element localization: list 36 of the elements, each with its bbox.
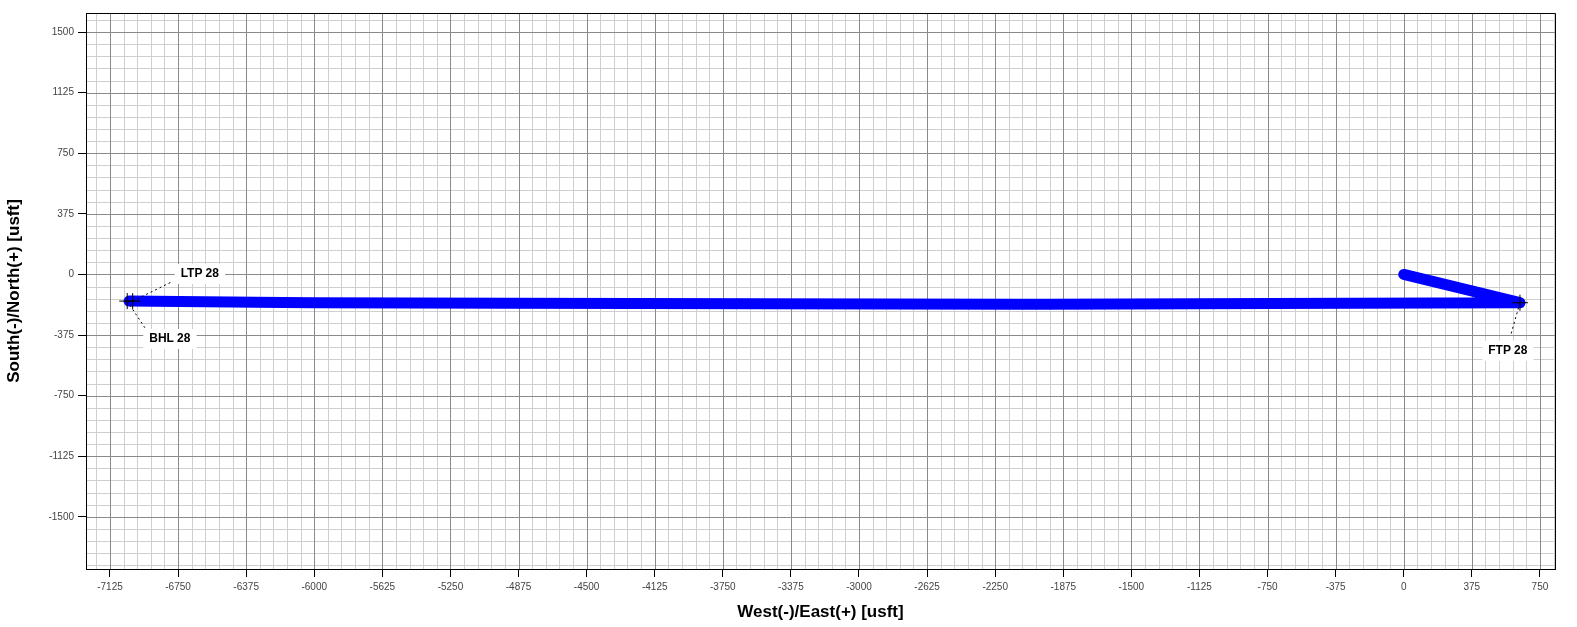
- x-tick-label: -6375: [233, 580, 260, 592]
- x-tick-label: -1500: [1118, 580, 1145, 592]
- y-tick-label: 750: [57, 147, 75, 158]
- x-tick-label: -5250: [437, 580, 464, 592]
- x-tick-label: -4125: [641, 580, 668, 592]
- y-axis-title: South(-)/North(+) [usft]: [3, 199, 23, 383]
- y-tick-label: 375: [57, 207, 75, 219]
- y-tick-label: -375: [53, 328, 75, 340]
- y-tick-label: -750: [53, 389, 75, 401]
- x-tick-label: -4875: [505, 580, 532, 592]
- x-tick-label: -6750: [165, 580, 192, 592]
- x-tick-label: 750: [1531, 580, 1549, 592]
- y-tick-label: -1500: [48, 510, 75, 522]
- x-tick-label: -3375: [778, 580, 805, 592]
- x-tick-label: -1125: [1187, 580, 1213, 592]
- annotation: FTP 28: [1488, 343, 1528, 358]
- x-tick-label: -2625: [914, 580, 941, 592]
- x-tick-label: -3000: [846, 580, 873, 592]
- x-tick-label: -1875: [1050, 580, 1077, 592]
- x-axis-title: West(-)/East(+) [usft]: [737, 602, 904, 622]
- x-tick-label: -7125: [97, 580, 124, 592]
- x-tick-label: -3750: [710, 580, 737, 592]
- x-tick-label: 0: [1400, 580, 1407, 592]
- y-tick-label: -1125: [49, 449, 75, 461]
- annotation: BHL 28: [149, 331, 191, 346]
- x-tick-label: -5625: [369, 580, 396, 592]
- y-tick-label: 0: [68, 268, 75, 280]
- x-tick-label: -6000: [301, 580, 328, 592]
- y-tick-label: 1500: [51, 25, 75, 37]
- x-tick-label: -2250: [982, 580, 1009, 592]
- annotation: LTP 28: [180, 266, 220, 281]
- x-tick-label: -750: [1257, 580, 1278, 592]
- y-tick-label: 1125: [52, 86, 75, 98]
- x-tick-label: -375: [1325, 580, 1347, 592]
- x-tick-label: -4500: [573, 580, 600, 592]
- x-tick-label: 375: [1463, 580, 1481, 592]
